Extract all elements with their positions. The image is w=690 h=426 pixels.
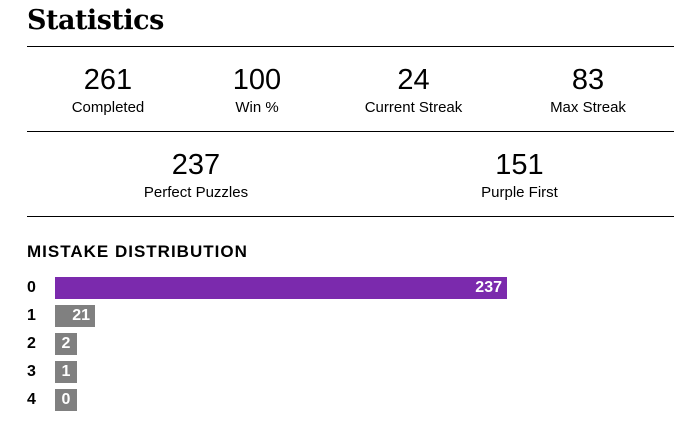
page-title: Statistics (27, 5, 164, 36)
distribution-bar: 21 (55, 305, 95, 327)
stat-max-streak-label: Max Streak (550, 99, 626, 116)
distribution-row-2: 2 2 (27, 331, 674, 357)
stats-row-primary: 261 Completed 100 Win % 24 Current Strea… (27, 63, 674, 118)
distribution-bar: 0 (55, 389, 77, 411)
distribution-row-3: 3 1 (27, 359, 674, 385)
distribution-bar: 2 (55, 333, 77, 355)
stat-perfect-puzzles-label: Perfect Puzzles (143, 184, 249, 201)
distribution-row-label: 4 (27, 391, 36, 408)
divider (27, 46, 674, 47)
stat-perfect-puzzles-value: 237 (171, 149, 221, 181)
mistake-distribution-chart: 0 237 1 21 2 2 3 1 4 0 (27, 275, 674, 415)
stat-max-streak-value: 83 (571, 64, 605, 96)
distribution-row-label: 1 (27, 307, 36, 324)
distribution-row-label: 3 (27, 363, 36, 380)
mistake-distribution-title: MISTAKE DISTRIBUTION (27, 242, 248, 261)
stat-win-pct-label: Win % (235, 99, 279, 116)
distribution-row-4: 4 0 (27, 387, 674, 413)
stat-win-pct: 100 Win % (189, 63, 325, 118)
divider (27, 131, 674, 132)
stat-current-streak: 24 Current Streak (325, 63, 502, 118)
stat-current-streak-label: Current Streak (364, 99, 463, 116)
distribution-bar: 1 (55, 361, 77, 383)
stat-current-streak-value: 24 (397, 64, 430, 96)
stat-purple-first: 151 Purple First (365, 148, 674, 203)
distribution-bar: 237 (55, 277, 507, 299)
stat-completed-label: Completed (71, 99, 145, 116)
stat-win-pct-value: 100 (232, 64, 282, 96)
stat-purple-first-value: 151 (495, 149, 544, 181)
stat-completed: 261 Completed (27, 63, 189, 118)
stats-row-secondary: 237 Perfect Puzzles 151 Purple First (27, 148, 674, 203)
stat-max-streak: 83 Max Streak (502, 63, 674, 118)
divider (27, 216, 674, 217)
stat-completed-value: 261 (83, 64, 133, 96)
distribution-row-1: 1 21 (27, 303, 674, 329)
stat-purple-first-label: Purple First (481, 184, 558, 201)
distribution-row-label: 2 (27, 335, 36, 352)
distribution-row-label: 0 (27, 279, 36, 296)
stat-perfect-puzzles: 237 Perfect Puzzles (27, 148, 365, 203)
distribution-row-0: 0 237 (27, 275, 674, 301)
